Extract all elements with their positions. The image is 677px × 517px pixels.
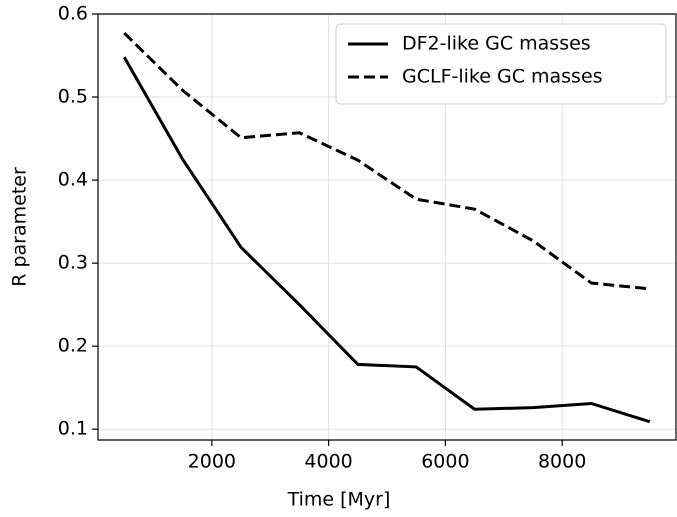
y-tick-label: 0.6 <box>58 3 88 25</box>
y-tick-label: 0.4 <box>58 169 88 191</box>
x-tick-label: 4000 <box>304 451 352 473</box>
y-tick-label: 0.2 <box>58 335 88 357</box>
legend-label: GCLF-like GC masses <box>402 66 603 88</box>
series-line <box>123 32 650 291</box>
x-tick-label: 6000 <box>421 451 469 473</box>
x-axis-label: Time [Myr] <box>287 489 391 511</box>
x-tick-label: 2000 <box>188 451 236 473</box>
series-line <box>122 56 651 424</box>
y-tick-label: 0.1 <box>58 418 88 440</box>
y-tick-label: 0.5 <box>58 86 88 108</box>
y-tick-label: 0.3 <box>58 252 88 274</box>
legend-label: DF2-like GC masses <box>402 33 591 55</box>
x-tick-label: 8000 <box>538 451 586 473</box>
legend-box <box>335 23 667 105</box>
y-axis-label: R parameter <box>9 167 31 287</box>
axes-frame <box>97 13 677 441</box>
